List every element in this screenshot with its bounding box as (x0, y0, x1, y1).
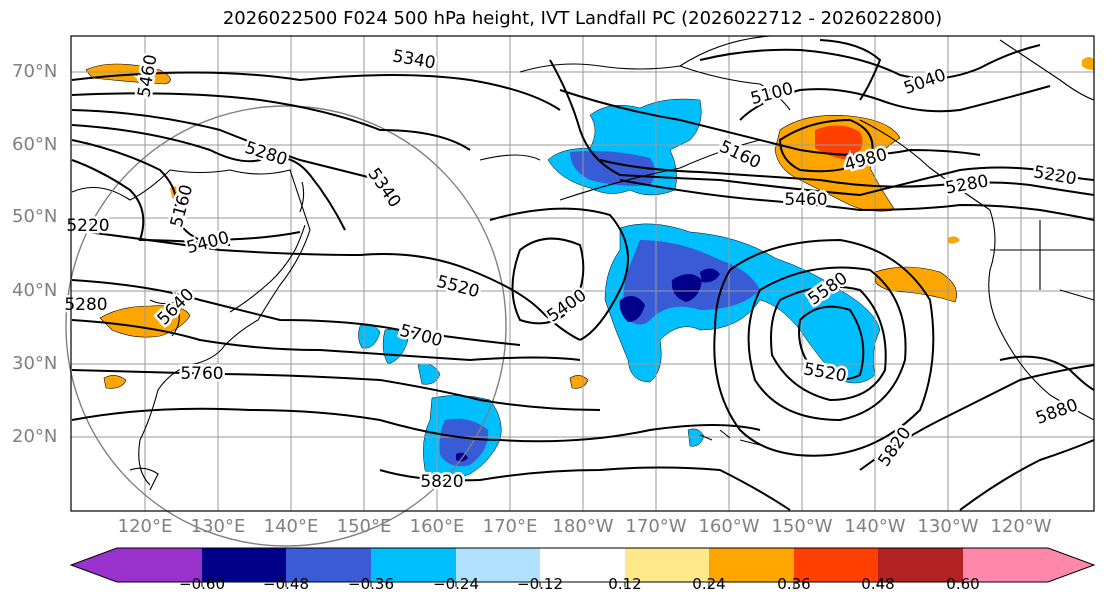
colorbar-segment (794, 548, 878, 582)
colorbar-segment (456, 548, 540, 582)
colorbar-segment (625, 548, 709, 582)
contour-label: 5820 (420, 472, 463, 492)
colorbar (69, 547, 1096, 587)
map-frame (70, 35, 1095, 512)
lon-tick-150e: 150°E (336, 516, 392, 537)
colorbar-tick: −0.36 (348, 575, 394, 593)
lat-tick-60: 60°N (12, 134, 58, 155)
colorbar-segment (540, 548, 625, 582)
lon-tick-180w: 180°W (552, 516, 614, 537)
height-contours (71, 39, 1095, 511)
lon-tick-120e: 120°E (117, 516, 173, 537)
lon-tick-130e: 130°E (190, 516, 246, 537)
colorbar-segment (286, 548, 371, 582)
lat-tick-20: 20°N (12, 426, 58, 447)
colorbar-tick: −0.48 (263, 575, 309, 593)
colorbar-tick: −0.12 (517, 575, 563, 593)
lon-tick-160e: 160°E (409, 516, 465, 537)
lon-tick-130w: 130°W (917, 516, 979, 537)
contour-label: 5760 (180, 364, 223, 384)
lon-tick-170e: 170°E (482, 516, 538, 537)
colorbar-tick: 0.36 (777, 575, 811, 593)
colorbar-segment (963, 548, 1048, 582)
lat-tick-30: 30°N (12, 353, 58, 374)
lat-tick-50: 50°N (12, 206, 58, 227)
lon-tick-160w: 160°W (698, 516, 760, 537)
lon-tick-120w: 120°W (990, 516, 1052, 537)
colorbar-tick: 0.48 (861, 575, 895, 593)
colorbar-segment (709, 548, 794, 582)
lat-lon-grid (71, 36, 1094, 511)
colorbar-segment (371, 548, 456, 582)
lon-tick-170w: 170°W (625, 516, 687, 537)
colorbar-arrow-low (71, 548, 117, 582)
colorbar-arrow-high (1048, 548, 1094, 582)
lat-tick-70: 70°N (12, 61, 58, 82)
contour-label: 5220 (66, 216, 109, 236)
colorbar-tick: 0.60 (946, 575, 980, 593)
lon-tick-150w: 150°W (771, 516, 833, 537)
contour-label: 5460 (784, 190, 827, 210)
lon-tick-140w: 140°W (844, 516, 906, 537)
colorbar-tick: 0.24 (692, 575, 726, 593)
colorbar-segment (117, 548, 202, 582)
colorbar-tick: −0.60 (179, 575, 225, 593)
lon-tick-140e: 140°E (263, 516, 319, 537)
contour-label: 5280 (64, 295, 107, 315)
colorbar-outline (69, 547, 1096, 583)
distance-circle (65, 105, 507, 547)
map-title: 2026022500 F024 500 hPa height, IVT Land… (222, 8, 943, 29)
coastlines (71, 35, 1095, 491)
colorbar-segment (202, 548, 286, 582)
lat-tick-40: 40°N (12, 280, 58, 301)
colorbar-tick: −0.24 (433, 575, 479, 593)
colorbar-tick: 0.12 (608, 575, 642, 593)
colorbar-segment (878, 548, 963, 582)
